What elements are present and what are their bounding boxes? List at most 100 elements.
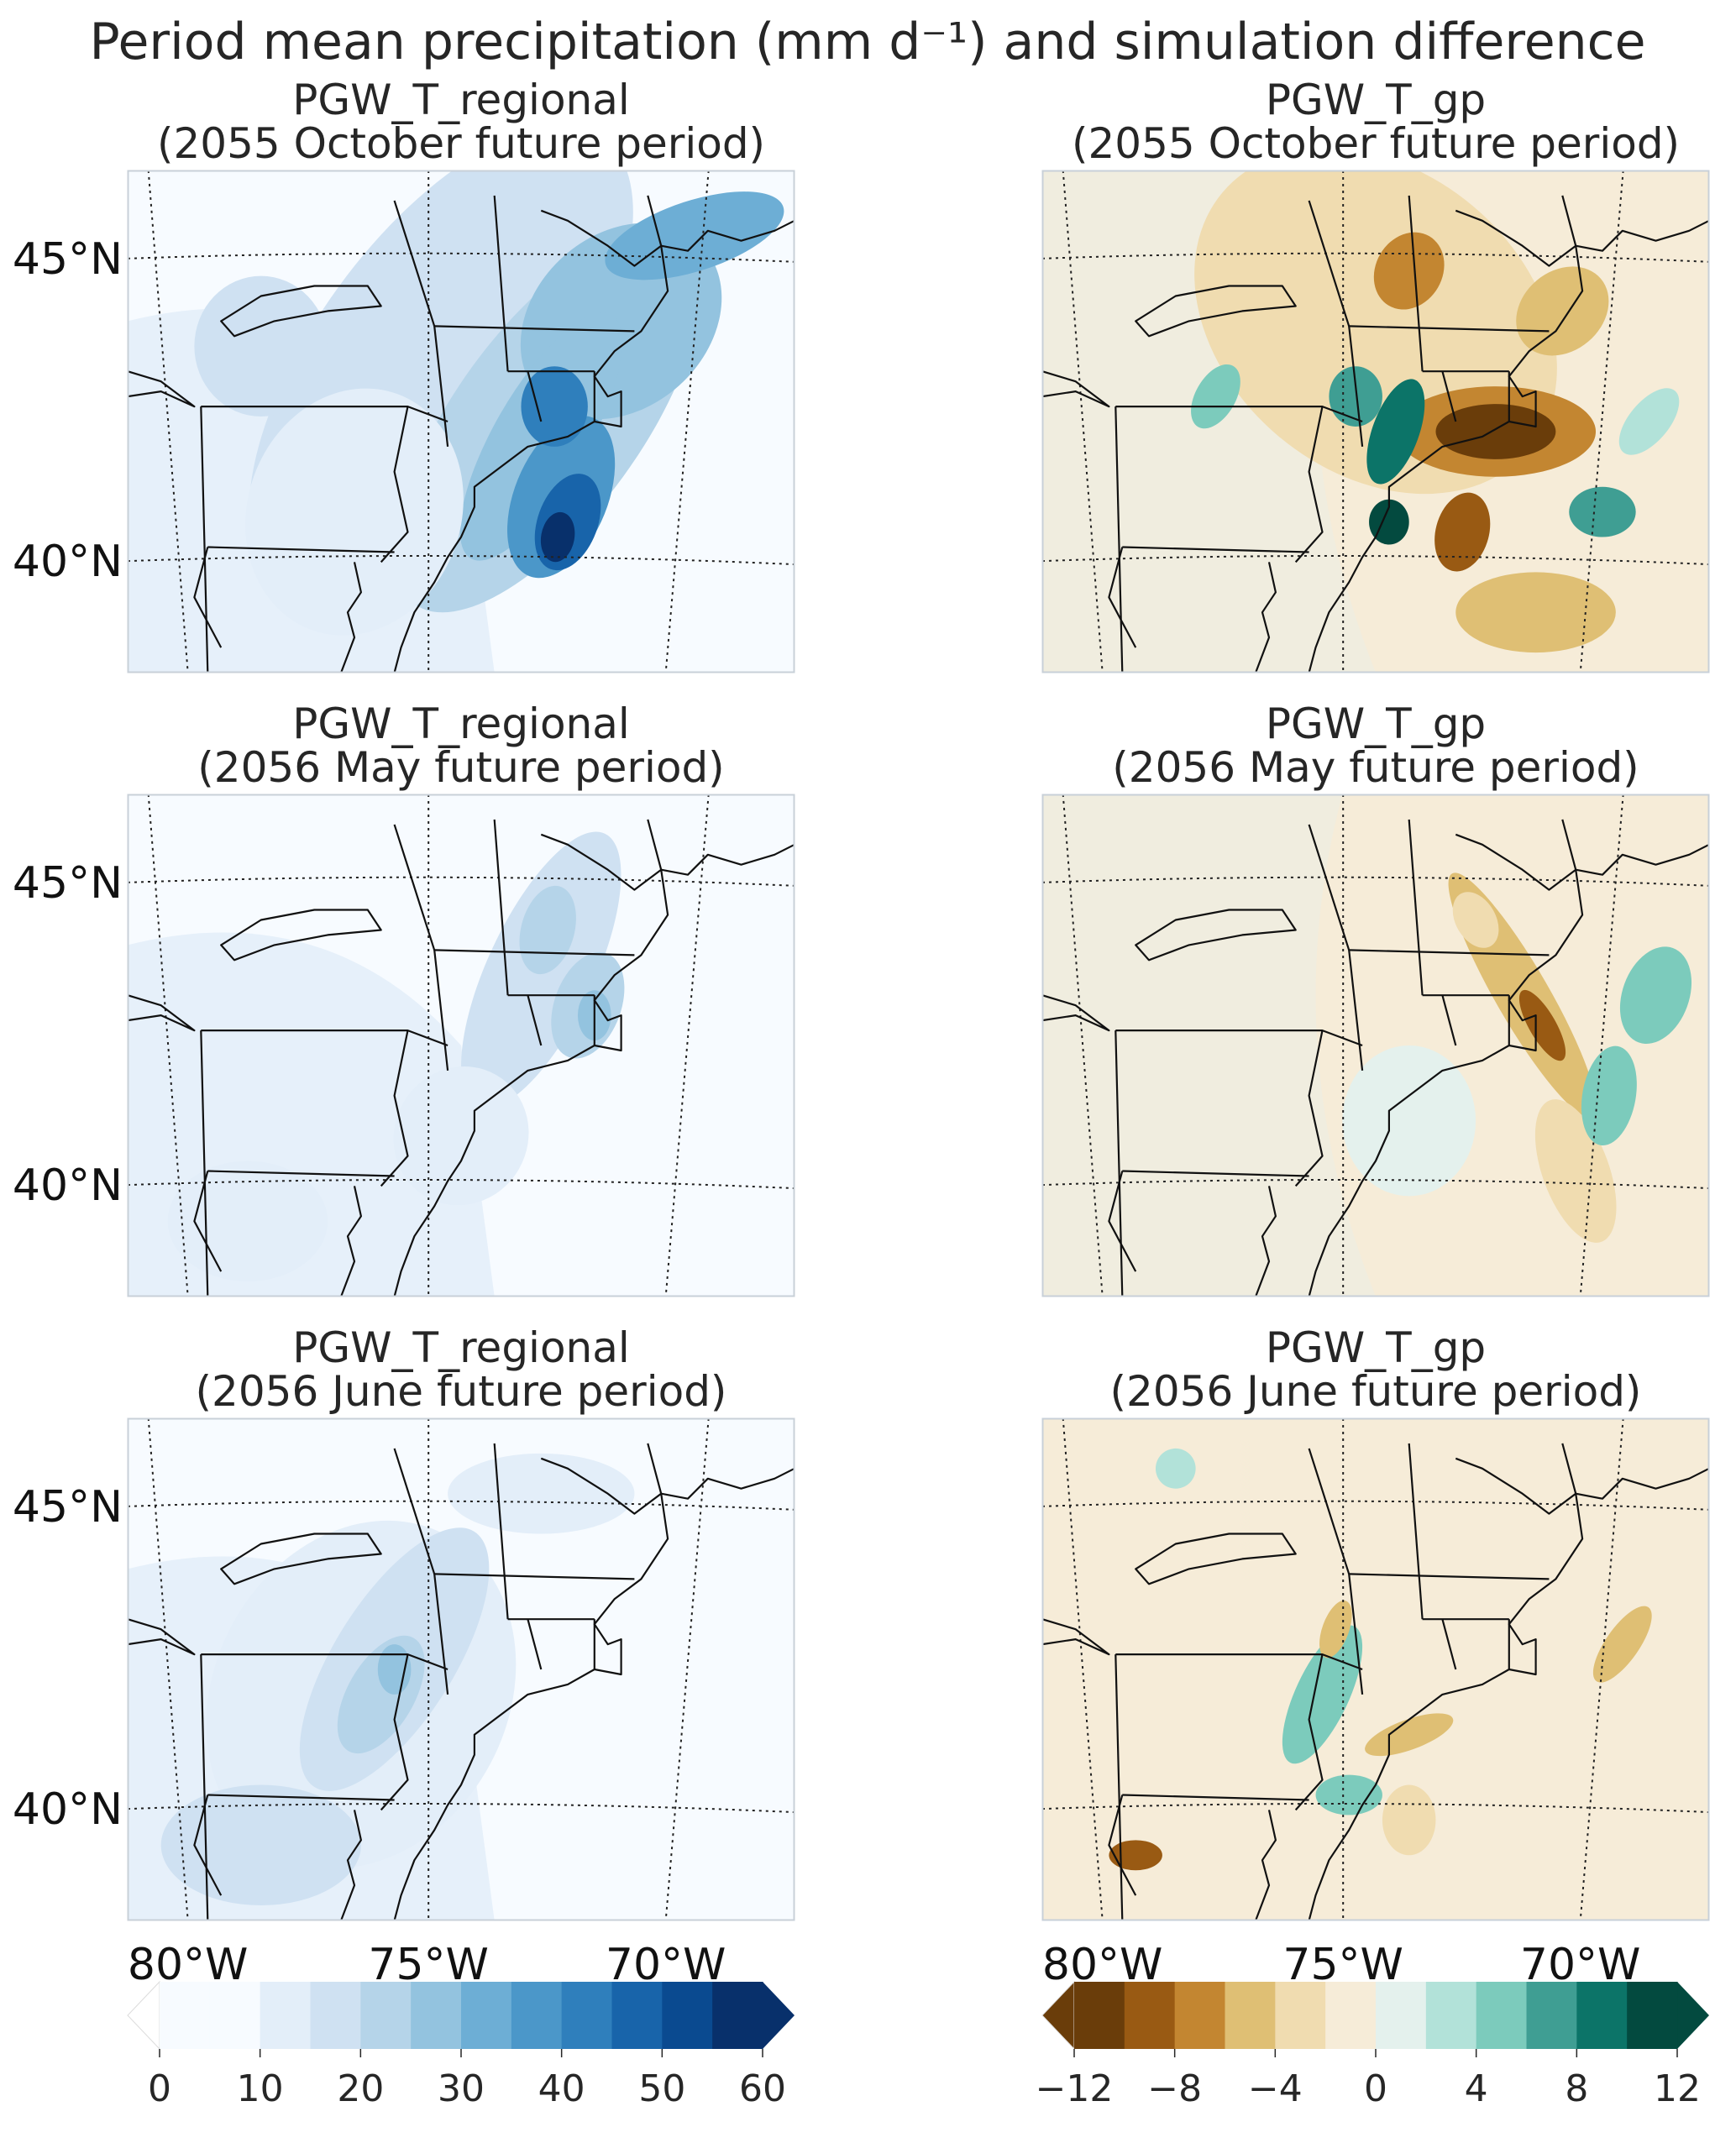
lat-tick-label: 45°N bbox=[13, 1482, 123, 1533]
parallel-gridline bbox=[128, 1802, 795, 1814]
panel-frame bbox=[1041, 794, 1710, 1297]
colorbar-segment bbox=[360, 1982, 412, 2049]
parallel-gridline bbox=[128, 876, 795, 887]
colorbar-segment bbox=[511, 1982, 563, 2049]
parallel-gridline bbox=[128, 1178, 795, 1190]
state-border bbox=[201, 1653, 448, 1671]
contour-blob bbox=[448, 1453, 635, 1534]
colorbar-segment bbox=[1627, 1982, 1678, 2049]
contour-blob bbox=[1592, 1606, 1652, 1683]
figure-title: Period mean precipitation (mm d⁻¹) and s… bbox=[89, 13, 1645, 71]
state-border bbox=[207, 1794, 395, 1801]
state-border bbox=[1294, 406, 1324, 563]
contour-blob bbox=[1455, 572, 1616, 653]
parallel-gridline bbox=[1042, 1802, 1709, 1814]
state-border bbox=[380, 1030, 409, 1187]
state-border bbox=[1408, 195, 1424, 372]
contour-blob bbox=[1581, 1045, 1637, 1145]
contour-blob bbox=[540, 511, 575, 563]
contour-blob bbox=[377, 1644, 412, 1695]
state-border bbox=[647, 1443, 663, 1494]
bay-outline bbox=[1255, 1810, 1277, 1920]
panel-title: PGW_T_regional bbox=[292, 76, 630, 124]
panel-subtitle: (2056 May future period) bbox=[197, 743, 724, 792]
state-border bbox=[433, 1574, 449, 1695]
colorbar-segment bbox=[611, 1982, 663, 2049]
state-border bbox=[1115, 1030, 1124, 1297]
state-border bbox=[1108, 1171, 1137, 1272]
state-border bbox=[193, 547, 223, 648]
state-border bbox=[493, 819, 509, 996]
map-panel bbox=[1041, 170, 1710, 673]
state-border bbox=[1294, 1653, 1324, 1811]
contour-blob bbox=[1434, 492, 1491, 572]
lake-outline bbox=[1042, 1618, 1110, 1656]
contour-blob bbox=[1315, 1774, 1382, 1816]
contour-blob bbox=[1619, 946, 1692, 1045]
colorbar-segment bbox=[712, 1982, 763, 2049]
colorbar-tick-label: −8 bbox=[1147, 2067, 1202, 2110]
lat-tick-label: 40°N bbox=[13, 1161, 123, 1211]
colorbar-extend-low bbox=[1041, 1980, 1075, 2051]
colorbar-segment bbox=[1074, 1982, 1125, 2049]
state-border bbox=[1441, 370, 1457, 422]
state-border bbox=[1115, 406, 1124, 673]
bay-outline bbox=[1255, 562, 1277, 673]
map-panel bbox=[1041, 794, 1710, 1297]
state-border bbox=[201, 1030, 448, 1047]
parallel-gridline bbox=[1042, 876, 1709, 887]
state-border bbox=[393, 200, 436, 327]
colorbar-segment bbox=[1325, 1982, 1377, 2049]
contour-blob bbox=[1518, 989, 1566, 1061]
state-border bbox=[1122, 546, 1309, 553]
coastline bbox=[540, 1457, 795, 1515]
contour-blob bbox=[1282, 1625, 1363, 1764]
contour-blob bbox=[393, 1066, 529, 1206]
map-panel bbox=[127, 1417, 795, 1921]
state-border bbox=[1115, 1030, 1363, 1047]
colorbar-segment bbox=[1476, 1982, 1528, 2049]
colorbar-segment bbox=[411, 1982, 462, 2049]
state-border bbox=[1308, 824, 1351, 951]
contour-blob bbox=[1435, 404, 1556, 459]
panel-subtitle: (2056 May future period) bbox=[1112, 743, 1639, 792]
panel-title: PGW_T_regional bbox=[292, 699, 630, 748]
contour-blob bbox=[194, 275, 328, 417]
coastline bbox=[1308, 869, 1584, 1297]
state-border bbox=[493, 195, 509, 372]
colorbars: 0 10 20 30 40 50 60 −12 −8 −4 0 4 8 12 bbox=[127, 1980, 1709, 2110]
colorbar-precipitation: 0 10 20 30 40 50 60 bbox=[127, 1980, 795, 2110]
state-border bbox=[647, 195, 663, 246]
state-border bbox=[193, 1795, 223, 1896]
colorbar-segment bbox=[1174, 1982, 1226, 2049]
contour-blob bbox=[1534, 1099, 1617, 1243]
state-border bbox=[527, 1618, 543, 1670]
state-border bbox=[1348, 326, 1364, 448]
contour-blob bbox=[1569, 486, 1636, 537]
state-border bbox=[1108, 1795, 1137, 1896]
contour-blob bbox=[1365, 1713, 1454, 1757]
contour-blob bbox=[1452, 892, 1499, 948]
panel-frame bbox=[1041, 1417, 1710, 1921]
state-border bbox=[1349, 949, 1550, 956]
lake-outline bbox=[220, 1533, 382, 1585]
map-panel bbox=[127, 794, 795, 1297]
colorbar-segment bbox=[1376, 1982, 1427, 2049]
lake-outline bbox=[1135, 285, 1297, 338]
state-border bbox=[433, 326, 449, 448]
colorbar-difference: −12 −8 −4 0 4 8 12 bbox=[1036, 1980, 1709, 2110]
state-border bbox=[1441, 994, 1457, 1046]
bay-outline bbox=[340, 562, 362, 673]
contour-blob bbox=[1516, 266, 1609, 356]
lat-tick-label: 45°N bbox=[13, 234, 123, 285]
state-border bbox=[1408, 819, 1424, 996]
state-border bbox=[493, 1443, 509, 1620]
contour-blob bbox=[1369, 499, 1409, 545]
colorbar-segment bbox=[310, 1982, 361, 2049]
state-border bbox=[434, 949, 635, 956]
parallel-gridline bbox=[1042, 554, 1709, 566]
state-border bbox=[1561, 1443, 1577, 1494]
bay-outline bbox=[340, 1810, 362, 1920]
state-border bbox=[200, 1030, 209, 1297]
